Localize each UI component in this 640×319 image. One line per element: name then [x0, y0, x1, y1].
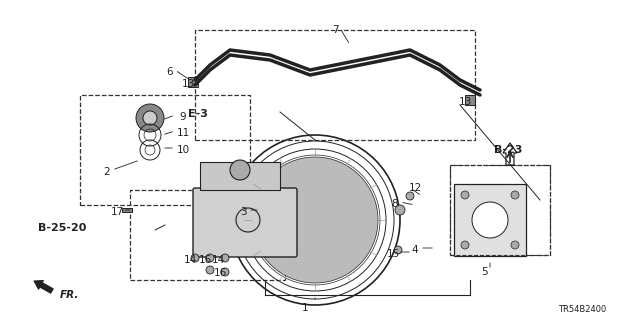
Text: TR54B2400: TR54B2400	[558, 306, 606, 315]
FancyArrow shape	[503, 143, 517, 165]
Text: B-25-20: B-25-20	[38, 223, 86, 233]
Text: 17: 17	[110, 207, 124, 217]
Text: 13: 13	[181, 79, 195, 89]
Text: 11: 11	[177, 128, 189, 138]
Circle shape	[221, 254, 229, 262]
Text: 3: 3	[240, 207, 246, 217]
Bar	[450, 165, 550, 255]
Circle shape	[252, 157, 378, 283]
Text: 13: 13	[458, 97, 472, 107]
Circle shape	[206, 266, 214, 274]
FancyBboxPatch shape	[193, 188, 297, 257]
Bar	[130, 190, 285, 280]
Circle shape	[395, 205, 405, 215]
Text: FR.: FR.	[60, 290, 79, 300]
Bar	[450, 165, 550, 255]
Circle shape	[191, 254, 199, 262]
Bar	[188, 77, 198, 87]
Circle shape	[221, 268, 229, 276]
Circle shape	[511, 241, 519, 249]
Text: 5: 5	[482, 267, 488, 277]
Bar	[195, 30, 475, 140]
Circle shape	[136, 104, 164, 132]
Circle shape	[143, 111, 157, 125]
Text: 16: 16	[198, 255, 212, 265]
Circle shape	[230, 160, 250, 180]
Circle shape	[472, 202, 508, 238]
Text: 7: 7	[332, 25, 339, 35]
Bar	[200, 162, 280, 190]
Circle shape	[461, 191, 469, 199]
Circle shape	[406, 192, 414, 200]
Text: 14: 14	[211, 255, 225, 265]
Bar	[465, 95, 475, 105]
Text: E-3: E-3	[188, 109, 208, 119]
Text: 9: 9	[180, 112, 186, 122]
Text: 2: 2	[104, 167, 110, 177]
Text: 16: 16	[213, 268, 227, 278]
Text: 15: 15	[387, 249, 399, 259]
FancyArrow shape	[34, 280, 53, 293]
Text: 10: 10	[177, 145, 189, 155]
Text: B-23: B-23	[494, 145, 522, 155]
Circle shape	[461, 241, 469, 249]
Text: 14: 14	[184, 255, 196, 265]
FancyBboxPatch shape	[454, 184, 526, 256]
Text: 4: 4	[412, 245, 419, 255]
Circle shape	[394, 246, 402, 254]
Text: 8: 8	[392, 199, 398, 209]
Circle shape	[511, 191, 519, 199]
Bar	[80, 95, 250, 205]
Text: 1: 1	[301, 303, 308, 313]
Text: 12: 12	[408, 183, 422, 193]
Circle shape	[206, 254, 214, 262]
Text: 6: 6	[166, 67, 173, 77]
Bar	[122, 208, 132, 212]
